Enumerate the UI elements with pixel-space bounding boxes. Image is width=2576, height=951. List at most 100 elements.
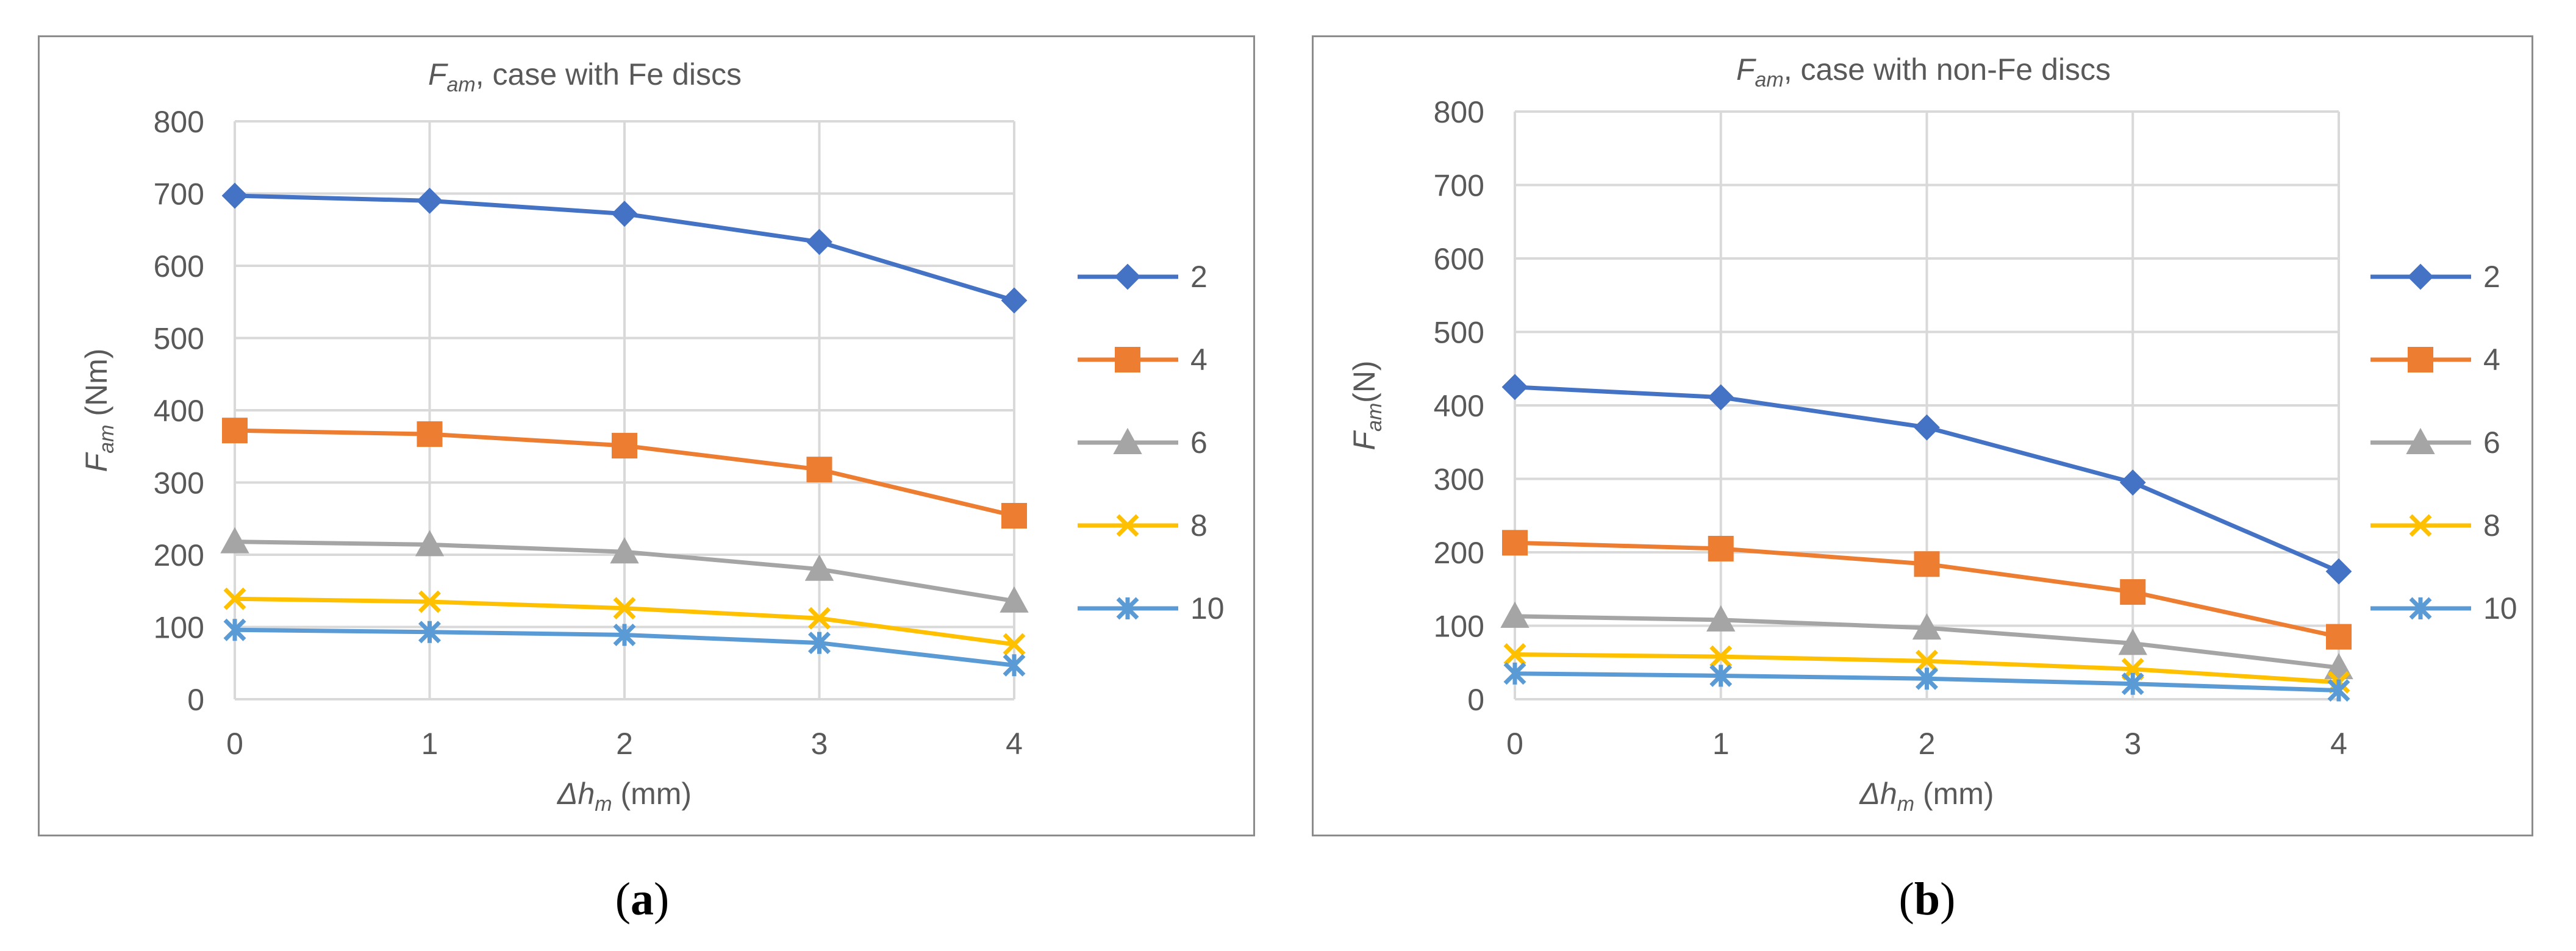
data-point-shape [1502,530,1528,556]
x-tick-label: 2 [616,727,633,761]
chart-title-a: Fam, case with Fe discs [428,57,742,96]
y-axis-label-b: Fam(N) [1347,360,1386,450]
data-point [1001,503,1027,529]
data-point [221,182,248,209]
legend-label: 2 [1190,260,1208,294]
data-point-shape [221,182,248,209]
data-point [1709,645,1733,668]
data-point [806,457,832,483]
data-point-shape [1003,654,1026,677]
series-2-a [221,182,1028,314]
legend-item: 4 [1078,343,1208,377]
data-point [808,632,831,655]
data-point-shape [2325,558,2352,585]
data-point [1914,414,1940,441]
data-point-shape [2324,653,2353,680]
data-point [2325,558,2352,585]
data-point-shape [1500,601,1530,628]
data-point [2327,679,2350,702]
y-tick-label: 400 [1434,389,1484,423]
y-tick-label: 600 [154,249,204,283]
legend-item: 8 [2370,508,2500,543]
chart-title-b: Fam, case with non-Fe discs [1736,52,2111,91]
data-point-shape [1916,667,1938,690]
x-tick-label: 0 [1506,727,1523,761]
legend-marker [1116,514,1139,537]
legend-item: 10 [1078,591,1225,625]
data-point [610,537,639,564]
legend-a: 2 4 6 8 10 [1078,260,1225,625]
data-point [1503,662,1526,685]
chart-a: Fam, case with Fe discs01002003004005006… [79,57,1225,816]
data-point-shape [1914,414,1940,441]
legend-label: 8 [2483,508,2500,543]
data-point-shape [418,590,441,613]
data-point-shape [804,554,834,581]
legend-item: 2 [2370,260,2500,294]
data-point [1912,613,1942,640]
legend-item: 8 [1078,508,1208,543]
data-point [418,590,441,613]
data-point-shape [1709,664,1733,687]
data-point [223,618,246,641]
data-point-shape [808,632,831,655]
y-tick-label: 700 [154,177,204,212]
data-point-shape [1000,586,1029,613]
series-4-a [222,418,1027,529]
legend-label: 6 [2483,426,2500,460]
data-point [417,421,443,447]
data-point-shape [417,421,443,447]
y-tick-label: 800 [154,105,204,139]
series-4-b [1502,530,2352,650]
x-tick-label: 4 [2330,727,2347,761]
data-point [806,229,832,255]
legend-marker [1116,597,1139,620]
data-point [808,607,831,630]
legend-marker [1114,263,1141,290]
legend-marker [2409,514,2432,537]
data-point [2326,624,2352,650]
data-point-shape [1001,287,1028,314]
data-point-shape [1708,384,1734,411]
data-point-shape [611,201,638,227]
x-tick-label: 3 [2124,727,2141,761]
data-point [2324,653,2353,680]
data-point [2118,629,2147,655]
data-point-shape [1709,645,1733,668]
y-tick-label: 0 [187,683,204,717]
data-point-shape [808,607,831,630]
data-point [613,597,636,620]
y-tick-label: 200 [1434,536,1484,570]
x-tick-label: 0 [226,727,243,761]
data-point [1914,551,1940,577]
chart-b: Fam, case with non-Fe discs0100200300400… [1347,52,2517,816]
legend-item: 4 [2370,343,2500,377]
series-10-a [223,618,1026,677]
data-point-shape [1503,662,1526,685]
data-point [222,418,248,444]
data-point [1001,287,1028,314]
x-axis-label-a: Δhm (mm) [557,777,692,816]
data-point [611,201,638,227]
y-tick-label: 700 [1434,169,1484,203]
y-tick-label: 300 [1434,463,1484,497]
legend-item: 6 [1078,426,1208,460]
legend-marker [2409,597,2432,620]
data-point-shape [613,597,636,620]
data-point-shape [418,621,441,644]
legend-label: 4 [2483,343,2500,377]
data-point [1502,530,1528,556]
subfigure-label-b: (b) [1898,874,1956,925]
legend-label: 2 [2483,260,2500,294]
data-point [2119,469,2146,496]
data-point-shape [806,457,832,483]
series-8-a [223,587,1026,656]
legend-marker [2408,347,2433,372]
data-point [2121,672,2144,696]
data-point [1501,374,1528,401]
data-point [612,433,637,459]
series-2-b [1501,374,2352,585]
data-point-shape [2327,679,2350,702]
data-point-shape [1003,633,1026,656]
series-6-a [220,527,1029,613]
